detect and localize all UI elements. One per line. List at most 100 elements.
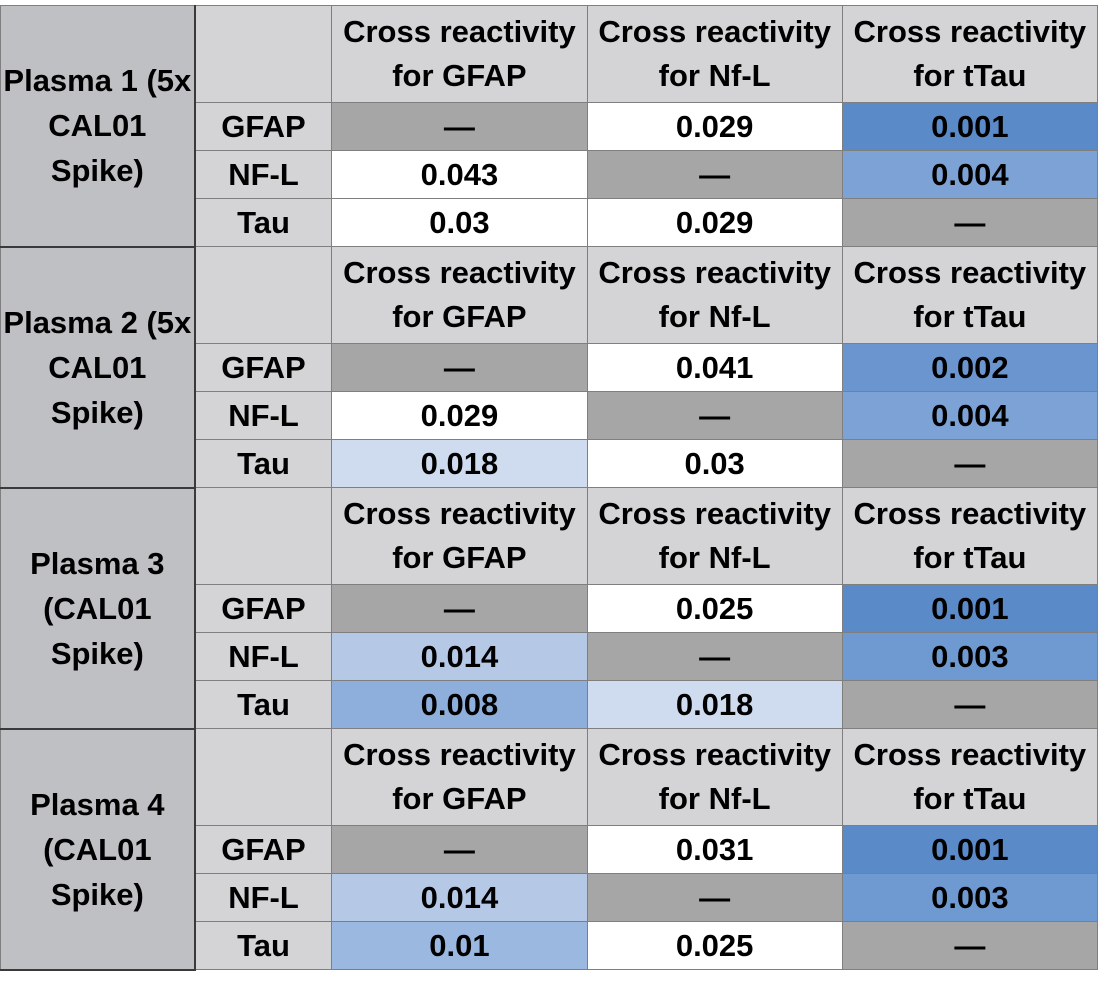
value-cell: 0.029	[331, 391, 588, 440]
value-cell: 0.001	[841, 584, 1099, 633]
column-header-line2: for GFAP	[392, 58, 527, 93]
value-cell: 0.014	[331, 632, 588, 681]
column-header-line1: Cross reactivity	[343, 14, 576, 49]
column-header-ttau: Cross reactivity for tTau	[841, 5, 1099, 103]
table-row: Tau 0.01 0.025—	[1, 921, 1099, 970]
value-cell: —	[586, 632, 843, 681]
row-label: Tau	[194, 680, 333, 729]
column-header-line2: for tTau	[913, 781, 1027, 816]
plasma-group-label-line: Plasma 3	[30, 545, 165, 581]
table-row: Tau 0.018 0.03—	[1, 439, 1099, 488]
column-header-nfl: Cross reactivity for Nf-L	[586, 246, 843, 344]
column-header-line2: for tTau	[913, 58, 1027, 93]
table-row: NF-L 0.043—0.004	[1, 150, 1099, 199]
table-row: GFAP —0.029 0.001	[1, 102, 1099, 151]
value-cell: —	[331, 343, 588, 392]
column-header-gfap: Cross reactivity for GFAP	[331, 728, 588, 826]
plasma-group-label-line: Plasma 1 (5x	[3, 63, 192, 99]
column-header-line2: for GFAP	[392, 540, 527, 575]
plasma-group-label-line: Spike)	[50, 876, 144, 912]
header-corner-cell	[194, 5, 333, 103]
value-cell: 0.014	[331, 873, 588, 922]
table-row: GFAP —0.025 0.001	[1, 584, 1099, 633]
row-label: GFAP	[194, 343, 333, 392]
column-header-line1: Cross reactivity	[853, 255, 1087, 290]
plasma-group-label-line: Plasma 2 (5x	[3, 304, 192, 340]
table-row: NF-L 0.014—0.003	[1, 632, 1099, 681]
column-header-line1: Cross reactivity	[598, 737, 831, 772]
plasma-group-label-line: Plasma 4	[30, 786, 165, 822]
value-cell: —	[841, 921, 1099, 970]
value-cell: 0.01	[331, 921, 588, 970]
table-row: Tau 0.03 0.029—	[1, 198, 1099, 247]
column-header-line2: for GFAP	[392, 299, 527, 334]
plasma-group-label: Plasma 3 (CAL01 Spike)	[0, 487, 196, 730]
column-header-line1: Cross reactivity	[853, 496, 1087, 531]
value-cell: 0.002	[841, 343, 1099, 392]
column-header-line2: for tTau	[913, 540, 1027, 575]
column-header-line2: for tTau	[913, 299, 1027, 334]
header-corner-cell	[194, 728, 333, 826]
row-label: Tau	[194, 439, 333, 488]
column-header-nfl: Cross reactivity for Nf-L	[586, 487, 843, 585]
header-corner-cell	[194, 246, 333, 344]
column-header-nfl: Cross reactivity for Nf-L	[586, 5, 843, 103]
value-cell: 0.025	[586, 584, 843, 633]
column-header-line1: Cross reactivity	[853, 737, 1087, 772]
row-label: NF-L	[194, 391, 333, 440]
plasma-group-label-line: CAL01	[48, 108, 147, 144]
value-cell: 0.029	[586, 102, 843, 151]
column-header-line1: Cross reactivity	[343, 255, 576, 290]
table-row: NF-L 0.029—0.004	[1, 391, 1099, 440]
value-cell: 0.008	[331, 680, 588, 729]
column-header-gfap: Cross reactivity for GFAP	[331, 487, 588, 585]
header-corner-cell	[194, 487, 333, 585]
column-header-line2: for Nf-L	[658, 781, 771, 816]
row-label: GFAP	[194, 102, 333, 151]
value-cell: 0.029	[586, 198, 843, 247]
column-header-line1: Cross reactivity	[598, 496, 831, 531]
value-cell: —	[841, 439, 1099, 488]
column-header-ttau: Cross reactivity for tTau	[841, 246, 1099, 344]
value-cell: 0.018	[586, 680, 843, 729]
value-cell: 0.025	[586, 921, 843, 970]
plasma-group-label-line: Spike)	[50, 635, 144, 671]
row-label: Tau	[194, 921, 333, 970]
row-label: GFAP	[194, 584, 333, 633]
value-cell: —	[586, 873, 843, 922]
plasma-group-label-line: Spike)	[50, 394, 144, 430]
value-cell: —	[586, 150, 843, 199]
column-header-line1: Cross reactivity	[598, 14, 831, 49]
column-header-ttau: Cross reactivity for tTau	[841, 728, 1099, 826]
table-row: GFAP —0.031 0.001	[1, 825, 1099, 874]
value-cell: —	[331, 584, 588, 633]
column-header-line1: Cross reactivity	[853, 14, 1087, 49]
column-header-line1: Cross reactivity	[343, 737, 576, 772]
value-cell: 0.03	[586, 439, 843, 488]
value-cell: 0.003	[841, 873, 1099, 922]
value-cell: 0.001	[841, 825, 1099, 874]
value-cell: 0.03	[331, 198, 588, 247]
plasma-group-label: Plasma 4 (CAL01 Spike)	[0, 728, 196, 971]
plasma-group-label-line: (CAL01	[43, 831, 152, 867]
plasma-group-label-line: Spike)	[50, 153, 144, 189]
value-cell: 0.003	[841, 632, 1099, 681]
row-label: Tau	[194, 198, 333, 247]
cross-reactivity-table: Plasma 1 (5x CAL01 Spike) Cross reactivity f…	[0, 5, 1099, 971]
column-header-line2: for Nf-L	[658, 58, 771, 93]
row-label: NF-L	[194, 150, 333, 199]
value-cell: 0.018	[331, 439, 588, 488]
value-cell: —	[586, 391, 843, 440]
value-cell: —	[331, 102, 588, 151]
value-cell: 0.043	[331, 150, 588, 199]
value-cell: 0.004	[841, 150, 1099, 199]
value-cell: 0.004	[841, 391, 1099, 440]
value-cell: 0.031	[586, 825, 843, 874]
column-header-gfap: Cross reactivity for GFAP	[331, 5, 588, 103]
plasma-group-label-line: (CAL01	[43, 590, 152, 626]
row-label: NF-L	[194, 873, 333, 922]
column-header-line2: for Nf-L	[658, 299, 771, 334]
column-header-nfl: Cross reactivity for Nf-L	[586, 728, 843, 826]
plasma-group-label: Plasma 1 (5x CAL01 Spike)	[0, 5, 196, 248]
value-cell: —	[331, 825, 588, 874]
